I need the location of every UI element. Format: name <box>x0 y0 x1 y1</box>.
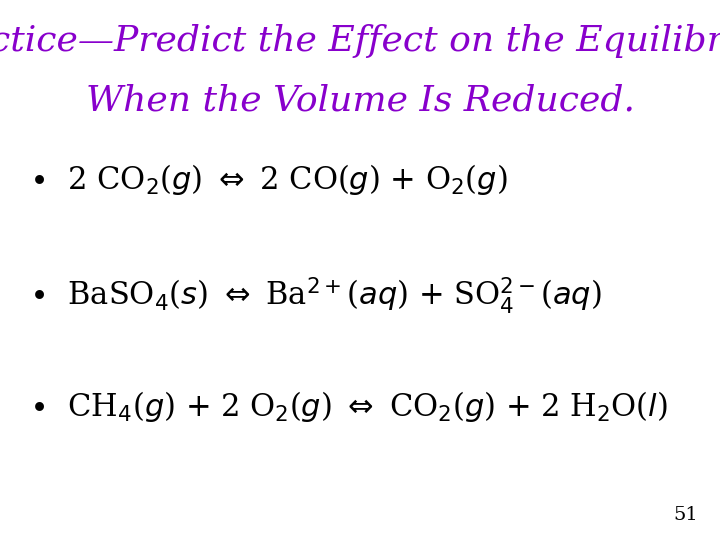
Text: $\bullet$  BaSO$_4$($s$) $\Leftrightarrow$ Ba$^{2+}$($aq$) + SO$_4^{2-}$($aq$): $\bullet$ BaSO$_4$($s$) $\Leftrightarrow… <box>29 275 602 316</box>
Text: $\bullet$  2 CO$_2$($g$) $\Leftrightarrow$ 2 CO($g$) + O$_2$($g$): $\bullet$ 2 CO$_2$($g$) $\Leftrightarrow… <box>29 162 508 197</box>
Text: $\bullet$  CH$_4$($g$) + 2 O$_2$($g$) $\Leftrightarrow$ CO$_2$($g$) + 2 H$_2$O($: $\bullet$ CH$_4$($g$) + 2 O$_2$($g$) $\L… <box>29 389 667 424</box>
Text: When the Volume Is Reduced.: When the Volume Is Reduced. <box>86 84 634 118</box>
Text: Practice—Predict the Effect on the Equilibrium: Practice—Predict the Effect on the Equil… <box>0 24 720 58</box>
Text: 51: 51 <box>674 506 698 524</box>
